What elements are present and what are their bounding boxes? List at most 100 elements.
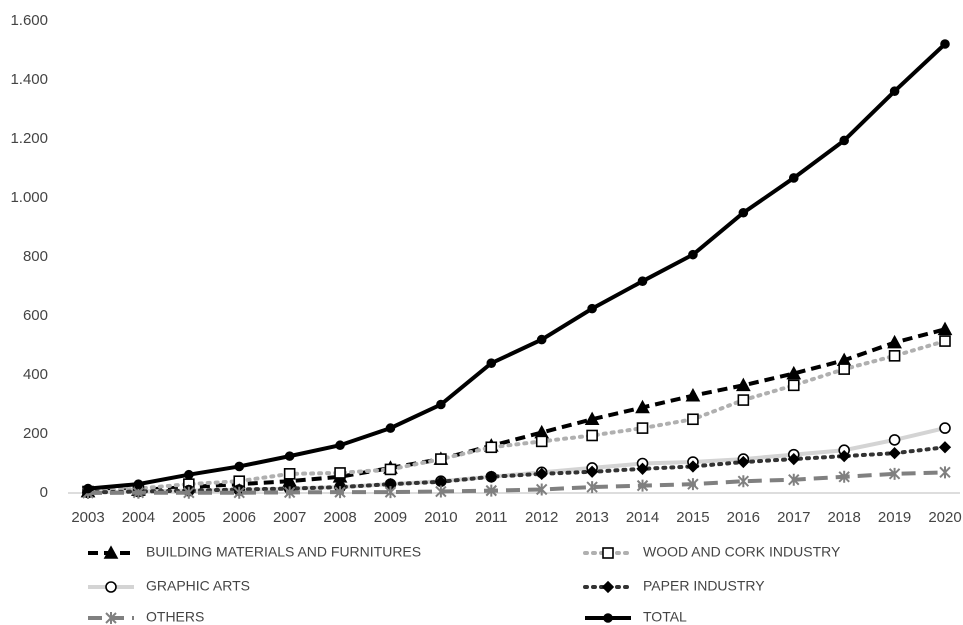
point-marker [385,423,396,433]
legend-item: GRAPHIC ARTS [88,578,250,594]
y-tick-label: 1.600 [10,12,48,29]
point-marker [586,481,598,494]
point-marker [535,483,548,496]
point-marker [536,334,547,345]
point-marker [636,462,649,475]
point-marker [939,466,951,479]
series-line [87,470,946,495]
point-marker [435,453,447,465]
point-marker [233,486,245,499]
legend-marker [602,547,614,559]
point-marker [284,451,295,461]
legend-item: TOTAL [585,609,687,625]
point-marker [384,486,397,499]
point-marker [838,363,850,375]
point-marker [839,135,849,146]
point-marker [887,334,902,349]
legend-label: PAPER INDUSTRY [643,578,765,594]
legend-item: BUILDING MATERIALS AND FURNITURES [88,544,421,560]
point-marker [685,387,701,402]
legend-marker [105,581,117,593]
legend-item: OTHERS [88,609,204,625]
point-marker [584,411,600,426]
point-marker [283,486,296,499]
point-marker [133,479,144,489]
point-marker [184,469,194,480]
legend-marker [603,613,613,623]
point-marker [688,249,698,260]
point-marker [435,485,447,498]
y-tick-label: 400 [23,366,48,383]
point-marker [888,447,901,460]
x-tick-label: 2019 [878,509,911,526]
legend-marker [105,612,117,624]
series-line [87,42,947,491]
x-tick-label: 2006 [223,509,256,526]
point-marker [335,440,345,451]
point-marker [788,173,799,183]
point-marker [938,441,952,454]
point-marker [788,473,800,486]
legend-label: WOOD AND CORK INDUSTRY [643,544,841,560]
legend-item: WOOD AND CORK INDUSTRY [583,544,841,560]
y-tick-label: 1.400 [10,71,48,88]
point-marker [485,470,498,483]
point-marker [485,441,498,454]
legend-marker [103,545,119,559]
y-tick-label: 200 [23,425,48,442]
point-marker [636,422,649,434]
y-tick-label: 0 [40,484,48,501]
y-tick-label: 1.200 [10,130,48,147]
x-tick-label: 2018 [827,509,860,526]
point-marker [940,39,950,49]
point-marker [738,207,749,218]
point-marker [787,452,800,466]
series-line [86,445,947,495]
series-line [86,339,947,494]
point-marker [334,467,346,479]
point-marker [737,455,750,469]
point-marker [786,365,802,380]
x-tick-label: 2016 [727,509,760,526]
legend-label: BUILDING MATERIALS AND FURNITURES [146,544,421,560]
x-tick-label: 2008 [323,509,356,526]
point-marker [486,358,497,369]
x-tick-label: 2010 [424,509,457,526]
point-marker [888,467,901,480]
legend-label: TOTAL [643,609,687,625]
point-marker [436,399,446,410]
point-marker [889,86,900,97]
x-tick-label: 2009 [374,509,407,526]
x-tick-label: 2015 [676,509,709,526]
x-tick-label: 2017 [777,509,810,526]
point-marker [535,435,548,448]
point-marker [939,335,951,347]
point-marker [283,468,296,480]
point-marker [384,463,397,476]
point-marker [636,479,649,492]
point-marker [234,461,245,472]
point-marker [535,467,548,480]
point-marker [888,350,901,362]
point-marker [334,486,346,499]
point-marker [686,460,700,473]
point-marker [687,413,699,426]
legend-label: OTHERS [146,609,204,625]
point-marker [83,483,93,494]
x-tick-label: 2005 [172,509,205,526]
point-marker [637,276,648,286]
y-tick-label: 800 [23,248,48,265]
legend-marker [601,580,615,594]
x-tick-label: 2007 [273,509,306,526]
x-tick-label: 2014 [626,509,659,526]
point-marker [939,422,951,434]
point-marker [737,475,750,488]
point-marker [587,303,597,314]
x-tick-label: 2013 [575,509,608,526]
series-line [87,327,946,494]
point-marker [888,434,901,446]
y-tick-label: 600 [23,307,48,324]
x-tick-label: 2012 [525,509,558,526]
point-marker [838,449,851,463]
